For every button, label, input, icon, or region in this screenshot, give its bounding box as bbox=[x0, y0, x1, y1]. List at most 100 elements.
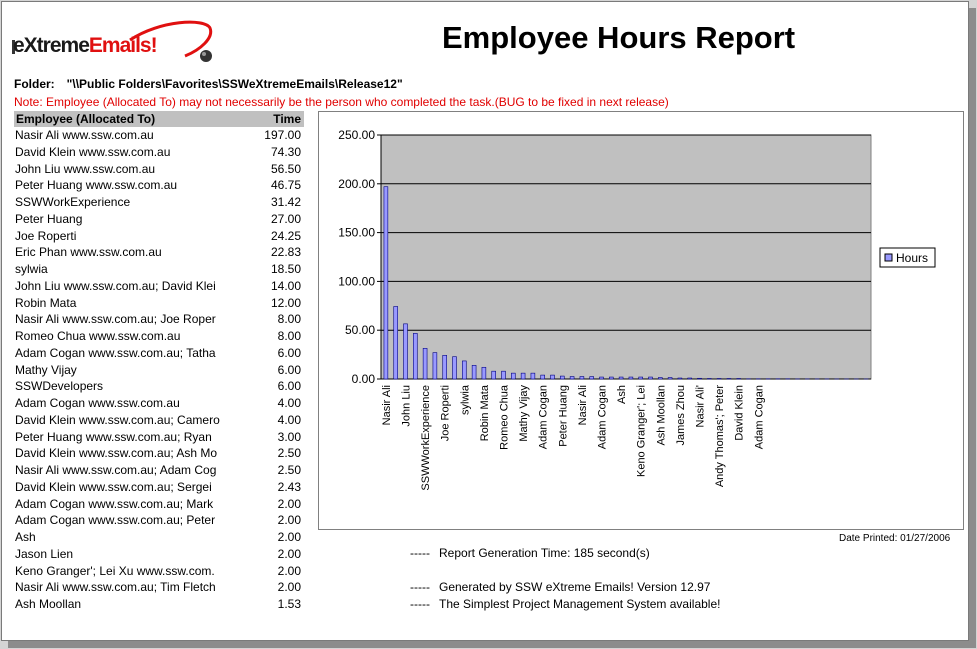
x-tick-label: Nasir Ali bbox=[577, 385, 589, 425]
employee-time: 2.00 bbox=[277, 580, 301, 595]
chart-svg: 0.00 50.00 100.00 150.00 200.00 250.00 Nasir A… bbox=[338, 128, 936, 491]
employee-name: Nasir Ali www.ssw.com.au bbox=[15, 128, 154, 142]
y-tick-label: 150.00 bbox=[338, 226, 375, 240]
bar bbox=[589, 376, 594, 380]
plot-area bbox=[380, 134, 872, 380]
bar bbox=[413, 333, 418, 380]
bar bbox=[560, 375, 565, 380]
x-tick-label: Nasir Ali bbox=[381, 385, 393, 425]
table-row: SSWDevelopers 6.00 bbox=[14, 378, 304, 395]
employee-hours-table: Employee (Allocated To) Time Nasir Ali w… bbox=[14, 111, 304, 613]
employee-time: 74.30 bbox=[270, 144, 301, 159]
bar bbox=[667, 377, 673, 380]
employee-time: 14.00 bbox=[270, 278, 301, 293]
bar bbox=[550, 374, 555, 380]
footer-dash: ----- bbox=[410, 597, 430, 611]
x-tick-label: David Klein bbox=[734, 385, 746, 441]
x-tick-label: Mathy Vijay bbox=[518, 385, 530, 442]
logo-highlight: Emails! bbox=[88, 34, 158, 57]
bar bbox=[422, 348, 428, 380]
x-tick-label: John Liu bbox=[401, 385, 413, 427]
employee-time: 4.00 bbox=[277, 412, 301, 427]
employee-column-header: Employee (Allocated To) bbox=[16, 112, 156, 126]
bar bbox=[383, 186, 389, 380]
bar bbox=[491, 370, 496, 380]
table-body: Nasir Ali www.ssw.com.au 197.00 David Klei… bbox=[14, 127, 304, 613]
hours-chart: 0.00 50.00 100.00 150.00 200.00 250.00 Nasir A… bbox=[318, 111, 964, 530]
employee-time: 1.53 bbox=[277, 597, 301, 611]
employee-name: Joe Roperti bbox=[15, 228, 77, 243]
table-row: Peter Huang www.ssw.com.au 46.75 bbox=[14, 177, 304, 194]
x-tick-label: Nasir Ali' bbox=[695, 385, 707, 427]
employee-name: David Klein www.ssw.com.au bbox=[15, 144, 171, 159]
y-tick-label: 200.00 bbox=[338, 177, 375, 191]
employee-name: Nasir Ali www.ssw.com.au; Joe Roper bbox=[15, 312, 216, 327]
bar bbox=[628, 376, 634, 380]
employee-name: David Klein www.ssw.com.au; Sergei bbox=[15, 479, 212, 494]
footer-dash: ----- bbox=[410, 546, 430, 560]
bar bbox=[618, 376, 624, 380]
x-tick-label: Romeo Chua bbox=[499, 384, 511, 450]
bar bbox=[677, 377, 683, 380]
employee-name: Adam Cogan www.ssw.com.au; Mark bbox=[15, 496, 214, 511]
folder-path: "\\Public Folders\Favorites\SSWeXtremeEm… bbox=[66, 77, 403, 91]
table-row: Nasir Ali www.ssw.com.au; Joe Roper 8.00 bbox=[14, 311, 304, 328]
employee-time: 22.83 bbox=[270, 245, 301, 260]
employee-time: 2.00 bbox=[277, 563, 301, 578]
table-row: Adam Cogan www.ssw.com.au; Mark 2.00 bbox=[14, 496, 304, 513]
table-row: SSWWorkExperience 31.42 bbox=[14, 194, 304, 211]
x-tick-label: SSWWorkExperience bbox=[420, 385, 432, 491]
employee-name: John Liu www.ssw.com.au; David Klei bbox=[15, 278, 216, 293]
x-tick-label: Peter Huang bbox=[557, 385, 569, 447]
employee-name: sylwia bbox=[15, 262, 48, 276]
bar bbox=[501, 370, 506, 380]
bar bbox=[452, 356, 457, 380]
employee-time: 2.00 bbox=[277, 530, 301, 544]
table-row: Adam Cogan www.ssw.com.au; Tatha 6.00 bbox=[14, 345, 304, 362]
bar bbox=[569, 376, 575, 380]
table-header: Employee (Allocated To) Time bbox=[14, 111, 304, 127]
bar bbox=[530, 372, 536, 380]
bar bbox=[432, 352, 438, 380]
window-shadow-bottom bbox=[8, 640, 976, 648]
employee-name: Peter Huang www.ssw.com.au bbox=[15, 178, 178, 193]
bar bbox=[609, 376, 614, 380]
employee-name: Peter Huang bbox=[15, 211, 83, 226]
employee-time: 2.43 bbox=[277, 479, 301, 494]
y-tick-label: 50.00 bbox=[345, 323, 375, 337]
bar bbox=[638, 376, 643, 380]
table-row: Adam Cogan www.ssw.com.au; Peter 2.00 bbox=[14, 512, 304, 529]
employee-time: 12.00 bbox=[270, 295, 301, 310]
logo-prefix: eXtreme bbox=[13, 34, 90, 57]
date-printed: Date Printed: 01/27/2006 bbox=[839, 533, 951, 544]
employee-name: David Klein www.ssw.com.au; Ash Mo bbox=[15, 446, 218, 461]
x-tick-label: Adam Cogan bbox=[538, 385, 550, 449]
employee-time: 2.50 bbox=[277, 446, 301, 461]
footer-line: ----- The Simplest Project Management Sys… bbox=[410, 597, 720, 611]
bar bbox=[403, 323, 408, 380]
table-row: Keno Granger'; Lei Xu www.ssw.com. 2.00 bbox=[14, 563, 304, 580]
employee-name: Robin Mata bbox=[15, 295, 77, 310]
footer-line: ----- Report Generation Time: 185 second(… bbox=[410, 546, 650, 560]
employee-time: 6.00 bbox=[277, 379, 301, 394]
y-tick-label: 100.00 bbox=[338, 274, 375, 288]
employee-name: Nasir Ali www.ssw.com.au; Adam Cog bbox=[15, 463, 217, 477]
employee-time: 31.42 bbox=[270, 195, 301, 209]
employee-time: 197.00 bbox=[264, 128, 301, 142]
table-row: Nasir Ali www.ssw.com.au 197.00 bbox=[14, 127, 304, 144]
employee-time: 18.50 bbox=[270, 262, 301, 276]
employee-name: Mathy Vijay bbox=[15, 362, 77, 377]
table-row: John Liu www.ssw.com.au; David Klei 14.00 bbox=[14, 278, 304, 295]
x-tick-label: sylwia bbox=[459, 384, 471, 415]
employee-time: 6.00 bbox=[277, 345, 301, 360]
employee-time: 56.50 bbox=[270, 161, 301, 176]
bar bbox=[511, 372, 516, 380]
employee-name: Romeo Chua www.ssw.com.au bbox=[15, 329, 181, 343]
note-text: Note: Employee (Allocated To) may not ne… bbox=[14, 95, 669, 109]
legend bbox=[879, 247, 936, 268]
table-row: David Klein www.ssw.com.au; Sergei 2.43 bbox=[14, 479, 304, 496]
table-row: Ash 2.00 bbox=[14, 529, 304, 546]
x-tick-label: Andy Thomas'; Peter bbox=[714, 385, 726, 488]
employee-time: 2.00 bbox=[277, 513, 301, 528]
x-tick-label: Ash bbox=[616, 385, 628, 404]
